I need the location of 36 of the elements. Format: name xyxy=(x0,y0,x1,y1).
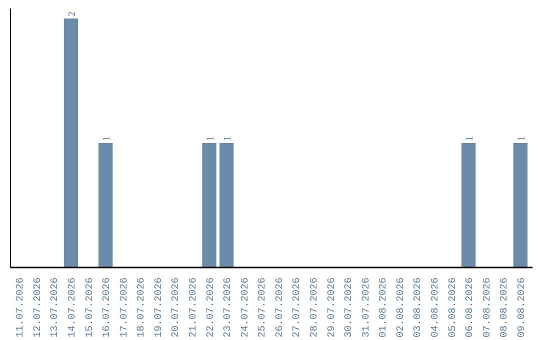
data-label: 2 xyxy=(66,11,78,16)
data-label: 1 xyxy=(205,136,216,141)
x-tick-label: 06.08.2026 xyxy=(465,277,476,338)
x-tick-label: 26.07.2026 xyxy=(274,277,286,338)
x-tick-label: 19.07.2026 xyxy=(154,277,165,338)
x-tick-label: 09.08.2026 xyxy=(516,277,528,338)
x-tick-label: 05.08.2026 xyxy=(448,277,459,338)
x-tick-label: 02.08.2026 xyxy=(396,277,407,338)
data-label: 1 xyxy=(464,136,476,141)
data-label: 1 xyxy=(102,136,113,141)
x-tick-label: 18.07.2026 xyxy=(136,277,148,338)
x-tick-label: 13.07.2026 xyxy=(50,277,62,338)
x-tick-label: 01.08.2026 xyxy=(378,277,390,338)
x-tick-label: 22.07.2026 xyxy=(206,277,217,338)
x-tick-label: 31.07.2026 xyxy=(361,277,372,338)
x-tick-label: 21.07.2026 xyxy=(188,277,200,338)
x-tick-label: 25.07.2026 xyxy=(258,277,269,338)
data-label: 1 xyxy=(516,136,528,141)
x-tick-label: 30.07.2026 xyxy=(344,277,356,338)
x-tick-label: 23.07.2026 xyxy=(223,277,234,338)
x-tick-label: 27.07.2026 xyxy=(292,277,304,338)
data-label: 1 xyxy=(222,136,234,141)
x-tick-label: 16.07.2026 xyxy=(102,277,114,338)
x-tick-label: 15.07.2026 xyxy=(84,277,96,338)
x-tick-label: 03.08.2026 xyxy=(413,277,424,338)
x-tick-label: 28.07.2026 xyxy=(309,277,320,338)
x-tick-label: 29.07.2026 xyxy=(326,277,338,338)
x-tick-label: 20.07.2026 xyxy=(171,277,182,338)
x-tick-label: 11.07.2026 xyxy=(16,277,27,338)
x-tick-label: 24.07.2026 xyxy=(240,277,252,338)
x-tick-label: 04.08.2026 xyxy=(430,277,442,338)
x-tick-label: 07.08.2026 xyxy=(482,277,494,338)
x-tick-label: 12.07.2026 xyxy=(32,277,44,338)
x-tick-label: 08.08.2026 xyxy=(500,277,511,338)
x-tick-label: 14.07.2026 xyxy=(67,277,78,338)
x-tick-label: 17.07.2026 xyxy=(119,277,130,338)
